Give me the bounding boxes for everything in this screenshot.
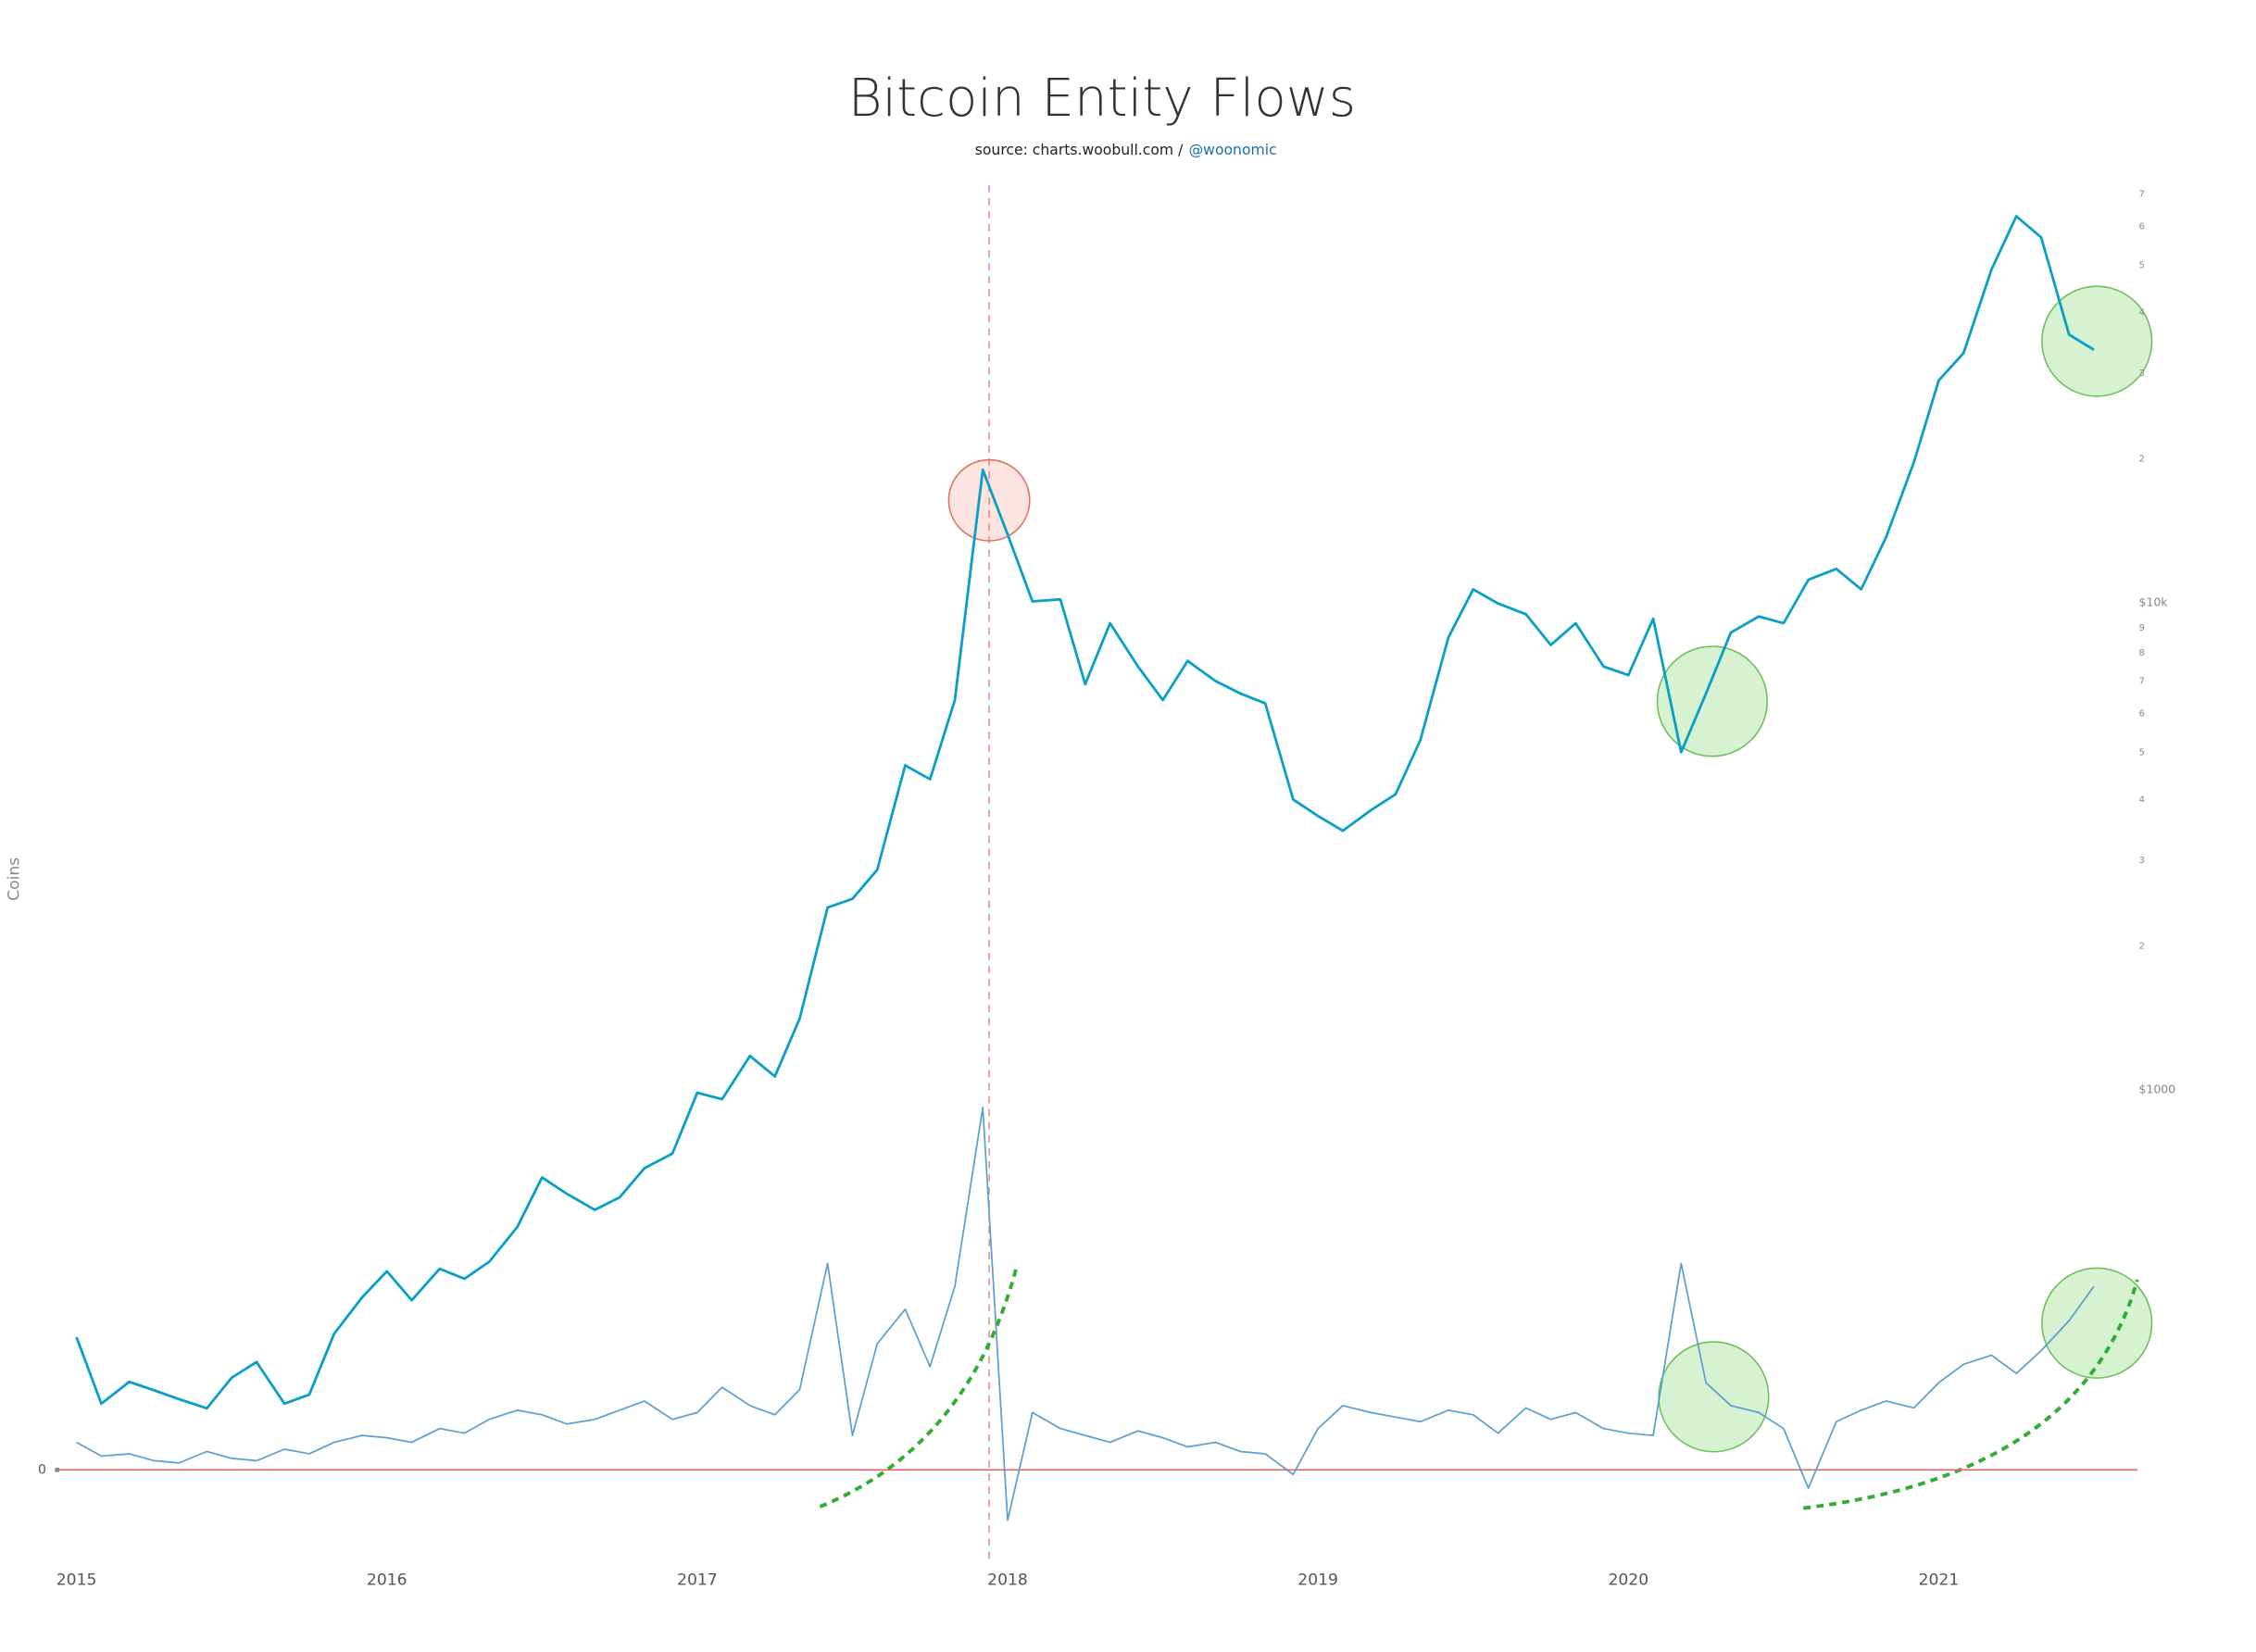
y2-tick-label: 6 <box>2138 709 2144 720</box>
y2-tick-label: 3 <box>2138 369 2144 379</box>
price-line <box>75 215 2095 1410</box>
y2-tick-label: $1000 <box>2138 1082 2175 1095</box>
x-tick-label: 2016 <box>367 1571 407 1590</box>
y2-tick-label: $10k <box>2138 594 2168 608</box>
y2-tick-label: 3 <box>2138 856 2144 866</box>
y-tick-label: 0 <box>38 1462 46 1477</box>
highlight-circle <box>1658 1341 1770 1453</box>
x-tick-label: 2019 <box>1297 1571 1338 1590</box>
x-tick-label: 2018 <box>987 1571 1028 1590</box>
y2-tick-label: 7 <box>2138 189 2144 199</box>
subtitle-link[interactable]: @woonomic <box>1189 142 1277 158</box>
y2-tick-label: 7 <box>2138 676 2144 686</box>
y2-tick-label: 6 <box>2138 222 2144 232</box>
y-tick-mark <box>55 1467 60 1472</box>
trend-curve <box>1802 1279 2139 1510</box>
y2-tick-label: 2 <box>2138 942 2144 952</box>
y2-tick-label: 2 <box>2138 455 2144 465</box>
highlight-circle <box>2041 1267 2153 1379</box>
y-axis-title: Coins <box>6 857 24 901</box>
x-tick-label: 2015 <box>56 1571 97 1590</box>
highlight-circle <box>1656 645 1768 757</box>
x-tick-label: 2021 <box>1919 1571 1960 1590</box>
y2-tick-label: 8 <box>2138 648 2144 658</box>
x-tick-label: 2020 <box>1608 1571 1648 1590</box>
highlight-circle <box>947 458 1031 542</box>
highlight-circle <box>2041 285 2153 397</box>
y2-tick-label: 4 <box>2138 307 2144 318</box>
y2-tick-label: 9 <box>2138 623 2144 633</box>
y2-tick-label: 5 <box>2138 260 2144 270</box>
y2-tick-label: 5 <box>2138 747 2144 757</box>
chart-subtitle: source: charts.woobull.com / <box>975 142 1184 158</box>
chart-title: Bitcoin Entity Flows <box>848 69 1356 129</box>
x-tick-label: 2017 <box>677 1571 718 1590</box>
y2-tick-label: 4 <box>2138 795 2144 805</box>
flow-line <box>76 1106 2095 1521</box>
trend-curve <box>819 1266 1019 1508</box>
